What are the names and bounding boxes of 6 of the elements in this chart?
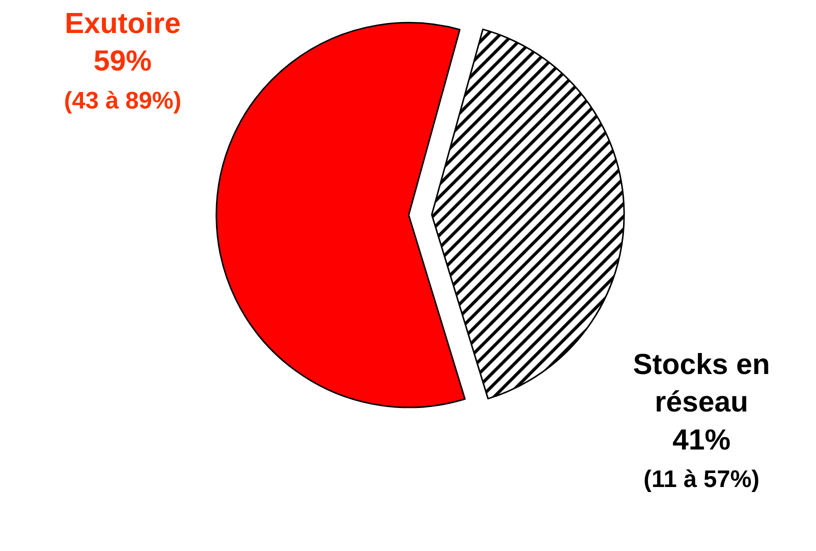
text: (11 à 57%) [643, 466, 760, 494]
data-label: 41% [672, 424, 731, 456]
slice-label: Exutoire [64, 8, 181, 40]
text: (43 à 89%) [64, 87, 182, 114]
slice-label: Stocks en réseau [633, 349, 770, 419]
data-label: 59% [94, 46, 152, 78]
